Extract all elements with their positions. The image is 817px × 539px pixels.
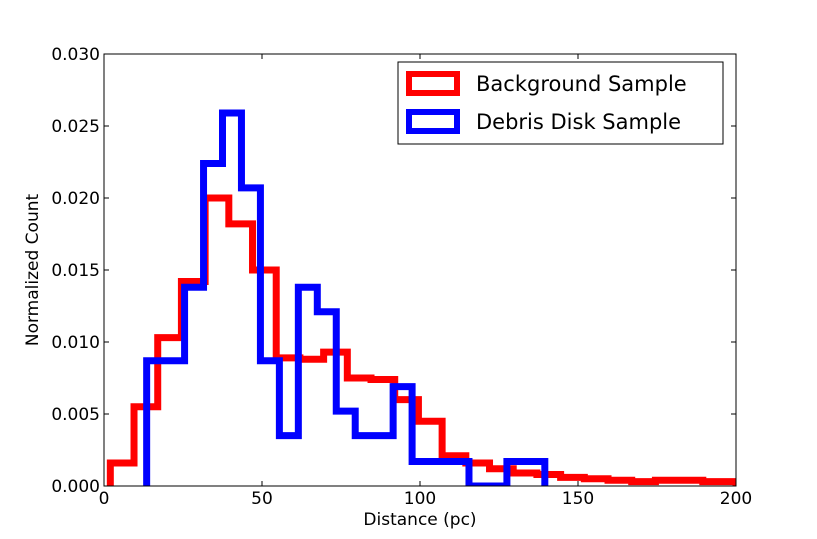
x-tick-label: 100 <box>404 489 436 509</box>
series-step-line-1 <box>143 109 549 486</box>
x-axis-ticks: 0 50 100 150 200 <box>99 54 752 509</box>
legend-swatch-debris-disk-sample <box>406 109 460 134</box>
legend-swatch-background-sample <box>406 71 460 96</box>
y-tick-label: 0.020 <box>51 189 100 209</box>
y-tick-label: 0.015 <box>51 261 100 281</box>
x-tick-label: 50 <box>251 489 273 509</box>
y-tick-label: 0.030 <box>51 45 100 65</box>
legend-label-background-sample: Background Sample <box>476 72 687 96</box>
y-tick-label: 0.005 <box>51 405 100 425</box>
x-tick-label: 150 <box>562 489 594 509</box>
x-tick-label: 200 <box>720 489 752 509</box>
x-axis-label: Distance (pc) <box>363 510 476 530</box>
x-tick-label: 0 <box>99 489 110 509</box>
y-tick-label: 0.010 <box>51 333 100 353</box>
series-layer <box>106 109 736 486</box>
y-tick-label: 0.000 <box>51 477 100 497</box>
legend: Background Sample Debris Disk Sample <box>397 61 724 145</box>
y-tick-label: 0.025 <box>51 117 100 137</box>
legend-label-debris-disk-sample: Debris Disk Sample <box>476 110 681 134</box>
y-axis-ticks: 0.000 0.005 0.010 0.015 0.020 0.025 0.030 <box>51 45 736 497</box>
y-axis-label: Normalized Count <box>23 194 43 347</box>
